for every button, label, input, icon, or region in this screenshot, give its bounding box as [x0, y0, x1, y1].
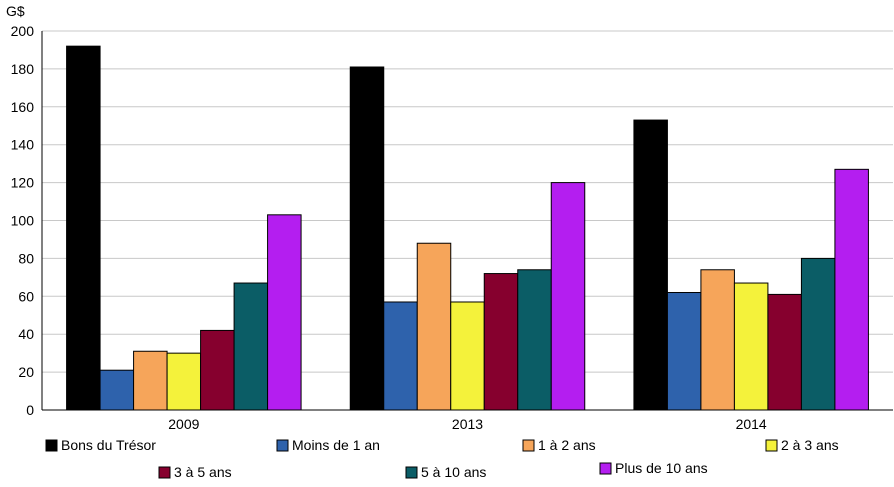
x-axis-ticks: 2009 2013 2014: [168, 416, 767, 432]
x-tick-label: 2009: [168, 416, 199, 432]
y-tick-label: 180: [11, 61, 35, 77]
legend-label: 2 à 3 ans: [781, 437, 839, 453]
gridlines: [42, 30, 893, 373]
legend-swatch: [158, 466, 171, 479]
bar: [800, 257, 836, 411]
y-tick-label: 120: [11, 175, 35, 191]
bar: [233, 282, 269, 411]
bar: [383, 301, 418, 411]
legend-label: Bons du Trésor: [61, 437, 156, 453]
bar: [550, 182, 586, 411]
legend-label: 5 à 10 ans: [421, 464, 486, 480]
y-tick-label: 40: [18, 326, 34, 342]
bar: [517, 269, 552, 411]
y-tick-label: 160: [11, 99, 35, 115]
y-tick-label: 0: [26, 402, 34, 418]
y-tick-label: 100: [11, 213, 35, 229]
bar: [834, 168, 869, 411]
bar: [483, 273, 519, 411]
x-tick-label: 2014: [736, 416, 767, 432]
bar: [733, 282, 769, 411]
x-tick-label: 2013: [452, 416, 483, 432]
legend-label: 1 à 2 ans: [538, 437, 596, 453]
bar: [99, 369, 135, 411]
bar: [166, 352, 202, 411]
y-tick-label: 60: [18, 288, 34, 304]
legend-swatch: [405, 466, 418, 479]
legend-swatch: [599, 462, 612, 475]
legend-label: 3 à 5 ans: [174, 464, 232, 480]
legend-swatch: [276, 439, 289, 452]
legend-swatch: [765, 439, 778, 452]
y-tick-label: 20: [18, 364, 34, 380]
y-tick-label: 80: [18, 250, 34, 266]
bar: [700, 269, 735, 411]
bar: [633, 119, 668, 411]
bars: [66, 45, 869, 411]
legend: Bons du Trésor Moins de 1 an 1 à 2 ans 2 à …: [45, 437, 839, 480]
y-axis-ticks: 0 20 40 60 80 100 120 140 160 180 200: [11, 23, 35, 418]
bar: [349, 66, 385, 411]
y-tick-label: 140: [11, 137, 35, 153]
bar: [416, 242, 452, 411]
bar: [450, 301, 485, 411]
legend-label: Moins de 1 an: [292, 437, 380, 453]
legend-swatch: [522, 439, 535, 452]
axes: [41, 31, 893, 411]
legend-swatch: [45, 439, 58, 452]
bar: [666, 292, 702, 411]
bar: [133, 350, 168, 411]
legend-label: Plus de 10 ans: [615, 460, 708, 476]
y-tick-label: 200: [11, 23, 35, 39]
bar: [200, 329, 235, 411]
bar: [66, 45, 101, 411]
y-axis-unit-label: G$: [6, 3, 25, 19]
bar: [767, 293, 802, 411]
bar: [267, 214, 302, 411]
